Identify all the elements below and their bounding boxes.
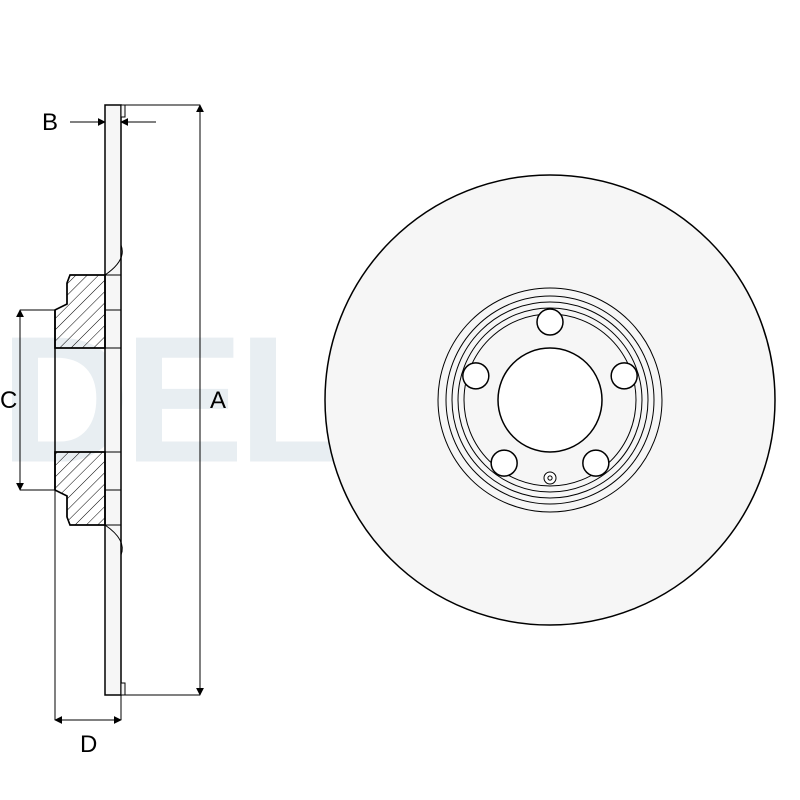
locator-hole	[544, 472, 556, 484]
bolt-hole	[611, 363, 637, 389]
bolt-hole	[491, 450, 517, 476]
hub-section-lower	[55, 452, 105, 525]
diagram-stage: A B C D	[0, 0, 800, 800]
dimension-label-c: C	[0, 387, 17, 414]
dimension-label-a: A	[210, 387, 226, 414]
dimension-label-d: D	[80, 731, 97, 758]
disc-plate	[105, 105, 121, 695]
technical-drawing-svg: A B C D	[0, 0, 800, 800]
dimension-label-b: B	[42, 109, 58, 136]
bolt-hole	[583, 450, 609, 476]
front-view	[325, 175, 775, 625]
bolt-hole	[463, 363, 489, 389]
side-view	[55, 105, 125, 695]
hub-section-upper	[55, 275, 105, 348]
bolt-hole	[537, 309, 563, 335]
